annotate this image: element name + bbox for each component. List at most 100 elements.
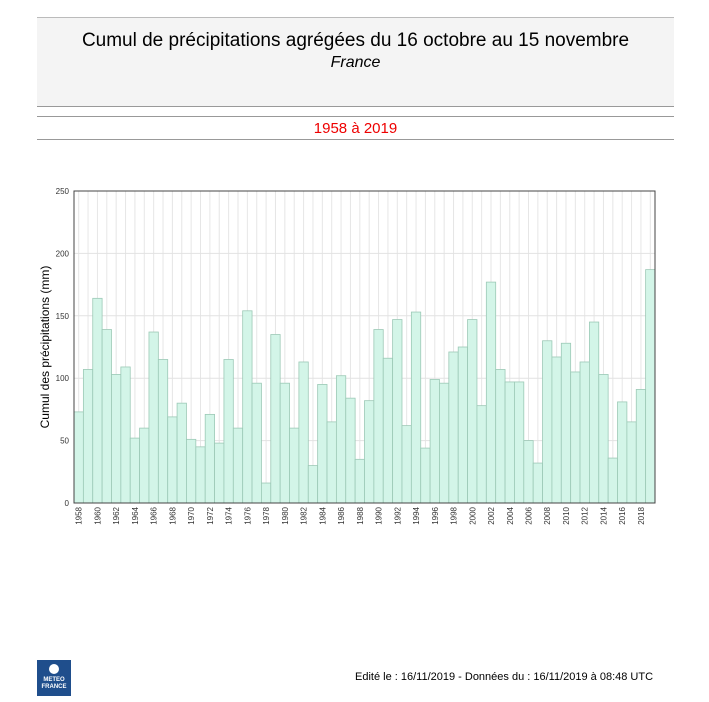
y-tick-label: 250 (56, 187, 70, 196)
x-tick-label: 1958 (75, 506, 84, 524)
x-tick-label: 1970 (187, 506, 196, 524)
x-tick-label: 2014 (599, 506, 608, 524)
x-tick-label: 1990 (375, 506, 384, 524)
bar-1971 (195, 446, 206, 504)
bar-1958 (73, 411, 84, 504)
y-tick-label: 100 (56, 374, 70, 383)
x-tick-label: 1962 (112, 506, 121, 524)
bar-1999 (457, 346, 468, 504)
bar-2013 (589, 321, 600, 504)
bar-2015 (607, 457, 618, 504)
bar-1991 (382, 357, 394, 504)
bar-2004 (504, 381, 515, 504)
x-tick-label: 1998 (450, 506, 459, 524)
bar-1976 (242, 310, 253, 504)
bar-1966 (148, 331, 159, 504)
y-tick-label: 0 (65, 499, 70, 508)
bar-2014 (598, 374, 609, 504)
bar-1959 (82, 369, 94, 504)
bar-2016 (617, 401, 628, 504)
x-tick-label: 1960 (93, 506, 102, 524)
x-tick-label: 2006 (524, 506, 533, 524)
bar-2002 (485, 281, 497, 504)
bar-1982 (298, 361, 309, 504)
bar-1988 (354, 458, 365, 504)
bar-1973 (214, 442, 225, 504)
bar-1960 (92, 297, 103, 504)
page-subtitle: France (330, 54, 381, 71)
divider (37, 116, 674, 117)
bar-1964 (129, 437, 140, 504)
bar-2010 (560, 342, 572, 504)
x-tick-label: 1988 (356, 506, 365, 524)
divider (37, 139, 674, 140)
bar-1990 (373, 329, 384, 504)
x-tick-label: 2004 (506, 506, 515, 524)
footer-text: Edité le : 16/11/2019 - Données du : 16/… (355, 671, 654, 683)
plot-frame (73, 190, 656, 504)
bar-1974 (223, 359, 234, 504)
x-tick-label: 1994 (412, 506, 421, 524)
bar-2007 (532, 462, 543, 504)
bar-1961 (101, 329, 112, 504)
y-axis-label: Cumul des précipitations (mm) (38, 266, 52, 429)
bar-1987 (345, 397, 356, 504)
bar-1972 (204, 413, 215, 504)
bar-2005 (514, 381, 525, 504)
x-tick-label: 2008 (543, 506, 552, 524)
x-tick-label: 1966 (150, 506, 159, 524)
bar-1997 (439, 382, 450, 504)
bar-1986 (335, 375, 347, 504)
x-tick-label: 2016 (618, 506, 627, 524)
x-tick-label: 2000 (468, 506, 477, 524)
bar-1979 (270, 334, 281, 504)
y-tick-label: 200 (56, 249, 70, 258)
bar-1969 (176, 402, 187, 504)
bar-1993 (401, 425, 412, 504)
bar-2017 (626, 421, 637, 504)
bar-2012 (579, 361, 590, 504)
page-title: Cumul de précipitations agrégées du 16 o… (81, 30, 630, 51)
x-tick-label: 1996 (431, 506, 440, 524)
x-tick-label: 2018 (637, 506, 646, 524)
bar-1996 (429, 379, 440, 504)
bar-2008 (542, 340, 553, 504)
bar-1983 (307, 465, 319, 504)
header: Cumul de précipitations agrégées du 16 o… (37, 17, 674, 107)
y-tick-label: 150 (56, 312, 70, 321)
bar-1965 (139, 427, 150, 504)
x-tick-label: 1982 (300, 506, 309, 524)
bar-2001 (476, 405, 487, 504)
bar-1970 (186, 438, 197, 504)
bar-1984 (317, 384, 328, 504)
bar-2000 (467, 319, 478, 504)
x-tick-label: 2012 (581, 506, 590, 524)
bar-1962 (111, 374, 122, 504)
x-tick-label: 1992 (393, 506, 402, 524)
bar-1978 (261, 482, 272, 504)
bar-1977 (251, 382, 262, 504)
bar-1980 (279, 382, 290, 504)
bar-chart: 0 50 100 150 200 250 1958 1960 1962 1964 1966 1968 1… (38, 187, 656, 525)
x-tick-label: 1976 (243, 506, 252, 524)
x-tick-label: 1972 (206, 506, 215, 524)
x-tick-label: 1978 (262, 506, 271, 524)
bar-1975 (232, 427, 244, 504)
x-tick-label: 2010 (562, 506, 571, 524)
meteo-france-logo: METEO FRANCE (37, 660, 71, 696)
bar-1992 (392, 319, 403, 504)
bar-1994 (410, 311, 422, 504)
bar-1981 (289, 427, 300, 504)
bar-1968 (167, 416, 178, 504)
x-tick-label: 1974 (225, 506, 234, 524)
bar-1995 (420, 447, 431, 504)
x-tick-label: 2002 (487, 506, 496, 524)
x-tick-label: 1986 (337, 506, 346, 524)
period-label: 1958 à 2019 (313, 120, 398, 137)
bar-1985 (326, 421, 337, 504)
y-tick-label: 50 (60, 437, 69, 446)
bar-2003 (495, 369, 506, 504)
bar-2006 (523, 440, 534, 504)
bar-1989 (364, 400, 375, 504)
